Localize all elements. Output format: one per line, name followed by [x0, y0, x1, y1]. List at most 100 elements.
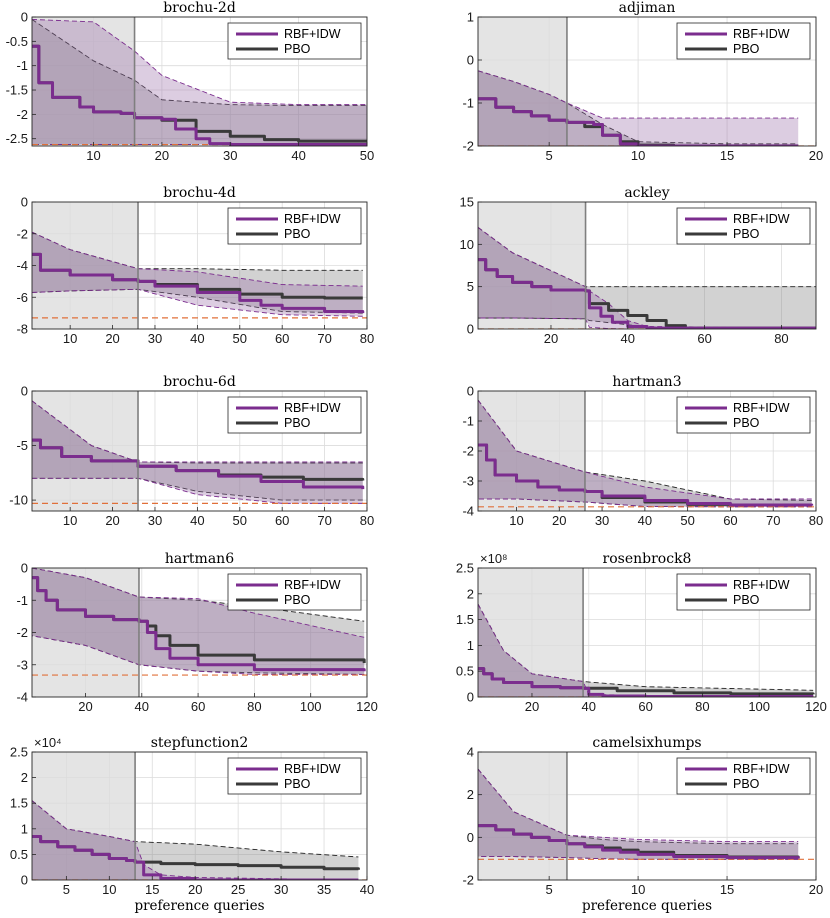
x-tick-label: 35 [317, 882, 331, 897]
y-tick-label: -2 [16, 107, 28, 122]
legend-box [676, 207, 811, 245]
y-tick-label: -2 [16, 226, 28, 241]
x-tick-label: 15 [720, 148, 734, 163]
legend-label-rbf-idw: RBF+IDW [284, 578, 341, 592]
y-tick-label: 1.5 [456, 612, 474, 627]
x-tick-label: 25 [231, 882, 245, 897]
y-tick-label: 2 [21, 770, 28, 785]
legend-box [227, 22, 362, 60]
initial-phase-region [478, 202, 586, 329]
series-rbf-idw [32, 834, 359, 880]
x-tick-label: 20 [809, 882, 823, 897]
x-tick-label: 40 [190, 331, 204, 346]
subplot-title: brochu-4d [163, 185, 236, 201]
y-tick-label: -8 [16, 322, 28, 337]
y-tick-label: -1 [462, 414, 474, 429]
y-tick-label: -2 [462, 444, 474, 459]
subplot-brochu-4d: 10 20 30 40 50 60 70 80 0 -2 -4 -6 -8 brochu-4d RBF+ID… [16, 185, 374, 346]
x-tick-label: 70 [317, 331, 331, 346]
band-rbf-idw [32, 568, 365, 675]
band-upper-rbf-idw [478, 70, 799, 119]
band-lower-pbo [32, 288, 363, 314]
axes-frame [477, 751, 817, 881]
subplot-title: hartman6 [165, 551, 234, 567]
subplot-title: ackley [624, 185, 669, 201]
y-tick-label: 0 [21, 195, 28, 210]
x-tick-label: 80 [809, 513, 823, 528]
x-tick-label: 50 [360, 148, 374, 163]
band-lower-rbf-idw [478, 856, 799, 860]
legend-label-pbo: PBO [284, 593, 311, 607]
x-tick-label: 60 [191, 699, 205, 714]
legend-box [676, 396, 811, 434]
y-tick-label: -10 [9, 493, 28, 508]
legend-label-rbf-idw: RBF+IDW [284, 762, 341, 776]
x-tick-label: 10 [86, 148, 100, 163]
band-upper-rbf-idw [478, 768, 799, 843]
y-tick-label: 0 [467, 53, 474, 68]
x-tick-label: 50 [233, 513, 247, 528]
x-tick-label: 20 [525, 699, 539, 714]
y-tick-label: 0 [21, 384, 28, 399]
y-tick-label: 0.5 [456, 664, 474, 679]
y-tick-label: -1 [462, 96, 474, 111]
legend-label-pbo: PBO [284, 777, 311, 791]
y-tick-label: -2 [462, 139, 474, 154]
band-upper-pbo [478, 768, 799, 845]
x-tick-label: 100 [300, 699, 322, 714]
legend-label-rbf-idw: RBF+IDW [733, 401, 790, 415]
x-tick-label: 40 [638, 513, 652, 528]
y-tick-label: -3 [16, 657, 28, 672]
plot-content [32, 231, 367, 319]
x-tick-label: 30 [148, 513, 162, 528]
band-lower-rbf-idw [32, 635, 365, 675]
x-tick-label: 20 [155, 148, 169, 163]
legend-box [676, 757, 811, 795]
x-tick-label: 50 [233, 331, 247, 346]
x-tick-label: 60 [723, 513, 737, 528]
band-lower-rbf-idw [32, 288, 363, 317]
band-upper-pbo [32, 19, 367, 107]
plot-content [478, 768, 816, 860]
axes-frame [477, 16, 817, 147]
series-rbf-idw [478, 667, 814, 697]
subplot-brochu-2d: 10 20 30 40 50 0 -0.5 -1 -1.5 -2 -2.5 brochu-2d RBF+… [6, 0, 375, 163]
axis-multiplier: ×10⁸ [480, 551, 508, 566]
y-tick-label: 5 [467, 279, 474, 294]
band-pbo [478, 400, 812, 507]
legend-box [227, 573, 362, 611]
band-rbf-idw [478, 769, 799, 860]
y-tick-label: -1 [16, 58, 28, 73]
series-rbf-idw [478, 97, 799, 146]
axis-multiplier: ×10⁴ [34, 735, 62, 750]
subplot-rosenbrock8: 20 40 60 80 100 120 2.5 2 1.5 1 0.5 0 rosenbrock8 ×10… [456, 551, 827, 714]
plot-content [32, 568, 367, 676]
x-tick-label: 20 [552, 513, 566, 528]
subplot-brochu-6d: 10 20 30 40 50 60 70 80 0 -5 -10 brochu-6d RBF+IDWPB… [9, 374, 374, 528]
y-tick-label: -3 [462, 474, 474, 489]
band-rbf-idw [32, 800, 359, 880]
series-rbf-idw [478, 824, 800, 860]
x-tick-label: 60 [638, 699, 652, 714]
y-tick-label: 4 [467, 745, 474, 760]
y-tick-label: 1 [21, 821, 28, 836]
x-tick-label: 80 [774, 331, 788, 346]
legend-label-rbf-idw: RBF+IDW [733, 578, 790, 592]
x-tick-label: 60 [275, 331, 289, 346]
x-tick-label: 10 [63, 331, 77, 346]
subplot-title: stepfunction2 [151, 735, 249, 751]
x-tick-label: 100 [748, 699, 770, 714]
x-tick-label: 10 [63, 513, 77, 528]
y-tick-label: 0 [21, 561, 28, 576]
band-upper-rbf-idw [32, 231, 363, 287]
y-tick-label: -4 [16, 690, 28, 705]
x-tick-label: 10 [509, 513, 523, 528]
x-tick-label: 30 [274, 882, 288, 897]
